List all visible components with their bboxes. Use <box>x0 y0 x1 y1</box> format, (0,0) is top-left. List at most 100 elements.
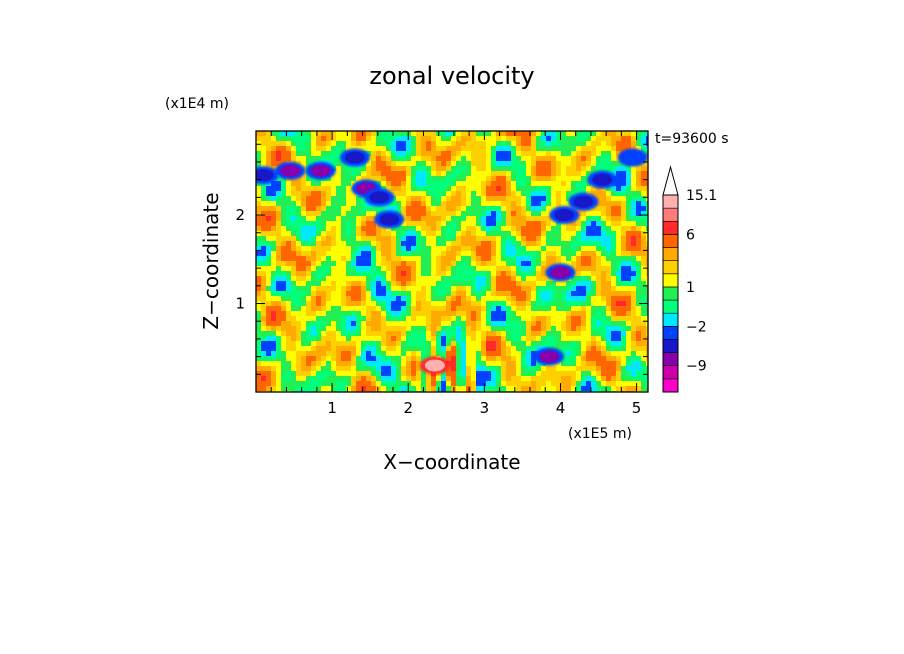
field-cell <box>256 296 262 302</box>
field-cell <box>421 146 427 152</box>
field-cell <box>591 336 597 342</box>
field-cell <box>531 351 537 357</box>
field-cell <box>521 206 527 212</box>
field-cell <box>406 346 412 352</box>
field-cell <box>401 306 407 312</box>
field-cell <box>456 381 462 387</box>
field-cell <box>401 276 407 282</box>
field-cell <box>331 226 337 232</box>
field-cell <box>581 251 587 257</box>
field-cell <box>316 156 322 162</box>
field-cell <box>511 246 517 252</box>
field-cell <box>441 171 447 177</box>
field-cell <box>266 381 272 387</box>
field-cell <box>446 236 452 242</box>
field-cell <box>376 336 382 342</box>
field-cell <box>521 371 527 377</box>
field-cell <box>351 226 357 232</box>
field-cell <box>461 271 467 277</box>
field-cell <box>396 151 402 157</box>
field-cell <box>331 291 337 297</box>
field-cell <box>436 146 442 152</box>
field-cell <box>616 336 622 342</box>
field-cell <box>556 191 562 197</box>
field-cell <box>296 366 302 372</box>
field-cell <box>266 311 272 317</box>
field-cell <box>271 206 277 212</box>
field-cell <box>386 306 392 312</box>
field-cell <box>631 281 637 287</box>
field-cell <box>411 271 417 277</box>
field-cell <box>586 156 592 162</box>
field-cell <box>591 351 597 357</box>
field-cell <box>566 341 572 347</box>
field-cell <box>531 361 537 367</box>
field-cell <box>296 256 302 262</box>
field-cell <box>626 196 632 202</box>
field-cell <box>406 356 412 362</box>
field-cell <box>351 276 357 282</box>
field-cell <box>421 241 427 247</box>
field-cell <box>496 301 502 307</box>
field-cell <box>566 331 572 337</box>
field-cell <box>416 366 422 372</box>
field-cell <box>546 331 552 337</box>
field-cell <box>286 381 292 387</box>
field-cell <box>296 371 302 377</box>
field-cell <box>406 151 412 157</box>
field-cell <box>286 236 292 242</box>
field-cell <box>261 371 267 377</box>
field-cell <box>381 161 387 167</box>
field-cell <box>561 256 567 262</box>
field-cell <box>291 261 297 267</box>
field-cell <box>431 171 437 177</box>
field-cell <box>416 226 422 232</box>
field-cell <box>501 146 507 152</box>
field-cell <box>506 341 512 347</box>
field-cell <box>426 376 432 382</box>
field-cell <box>591 386 597 392</box>
field-cell <box>401 201 407 207</box>
field-cell <box>261 321 267 327</box>
field-cell <box>266 281 272 287</box>
field-cell <box>351 366 357 372</box>
field-cell <box>471 386 477 392</box>
field-cell <box>496 161 502 167</box>
field-cell <box>446 131 452 137</box>
field-cell <box>516 316 522 322</box>
field-cell <box>501 381 507 387</box>
field-cell <box>606 136 612 142</box>
field-cell <box>601 196 607 202</box>
field-cell <box>581 311 587 317</box>
field-cell <box>511 191 517 197</box>
field-cell <box>316 266 322 272</box>
field-cell <box>431 311 437 317</box>
field-cell <box>281 281 287 287</box>
field-cell <box>521 286 527 292</box>
field-cell <box>531 321 537 327</box>
field-cell <box>366 206 372 212</box>
field-cell <box>421 326 427 332</box>
field-cell <box>306 316 312 322</box>
field-cell <box>411 296 417 302</box>
field-cell <box>331 311 337 317</box>
field-cell <box>521 246 527 252</box>
field-cell <box>471 176 477 182</box>
field-cell <box>421 156 427 162</box>
field-cell <box>446 186 452 192</box>
field-cell <box>556 166 562 172</box>
field-cell <box>491 191 497 197</box>
field-cell <box>491 206 497 212</box>
field-cell <box>326 291 332 297</box>
field-cell <box>621 141 627 147</box>
field-cell <box>601 141 607 147</box>
field-cell <box>586 356 592 362</box>
field-cell <box>426 301 432 307</box>
field-cell <box>431 236 437 242</box>
field-cell <box>386 236 392 242</box>
field-cell <box>456 171 462 177</box>
field-cell <box>541 271 547 277</box>
field-cell <box>486 281 492 287</box>
field-cell <box>546 236 552 242</box>
field-cell <box>526 141 532 147</box>
